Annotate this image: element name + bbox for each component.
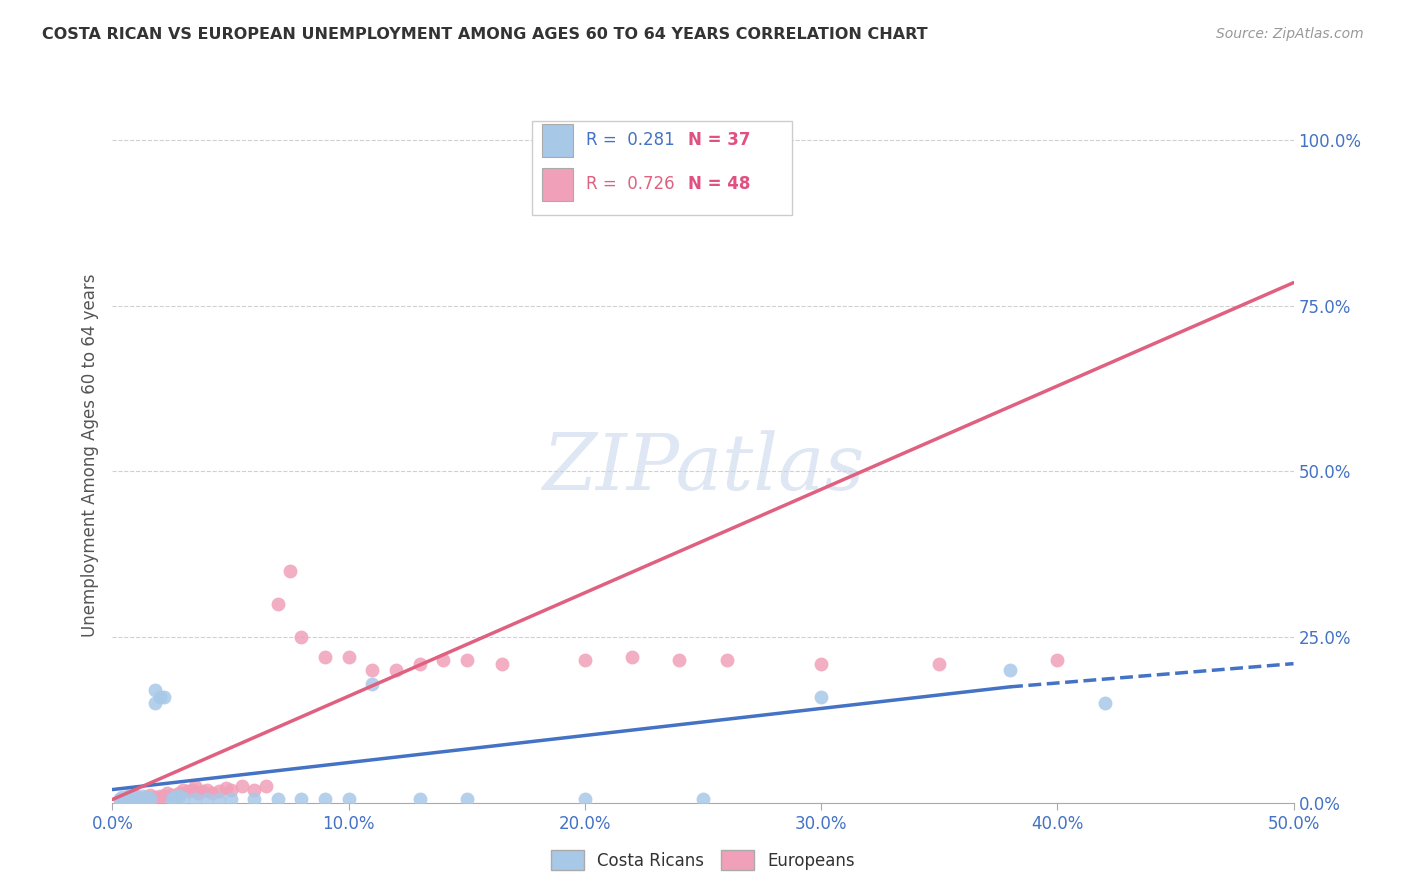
Point (186, 786, 208, 800)
Point (160, 788, 183, 802)
Point (135, 790, 157, 805)
Text: Source: ZipAtlas.com: Source: ZipAtlas.com (1216, 27, 1364, 41)
Point (108, 792, 131, 806)
Point (167, 789, 190, 804)
Point (172, 791, 194, 805)
Point (201, 786, 224, 800)
Point (1046, 653, 1069, 667)
Point (290, 792, 312, 806)
Point (125, 789, 148, 804)
Point (153, 789, 176, 804)
Point (115, 790, 138, 805)
Point (143, 683, 166, 698)
Point (219, 782, 242, 797)
Point (456, 653, 478, 667)
Point (139, 788, 162, 802)
Text: N = 48: N = 48 (688, 176, 749, 194)
Point (156, 786, 179, 800)
Point (184, 779, 207, 793)
Point (574, 792, 596, 806)
Point (219, 792, 242, 806)
Point (314, 650, 336, 665)
Point (231, 779, 253, 793)
Point (195, 792, 218, 806)
Point (181, 782, 204, 797)
Point (112, 794, 135, 808)
Point (149, 789, 172, 804)
Point (361, 676, 384, 690)
Point (125, 793, 148, 807)
Point (108, 792, 131, 806)
Point (267, 597, 290, 611)
Point (337, 792, 360, 806)
Point (115, 792, 138, 806)
Point (290, 630, 312, 644)
Point (810, 690, 832, 704)
Point (153, 690, 176, 704)
Point (160, 792, 183, 806)
Point (139, 791, 162, 805)
Point (408, 792, 430, 806)
Y-axis label: Unemployment Among Ages 60 to 64 years: Unemployment Among Ages 60 to 64 years (80, 273, 98, 637)
Point (998, 663, 1021, 677)
Point (120, 792, 142, 806)
Point (136, 792, 159, 806)
Point (167, 786, 190, 800)
Point (132, 789, 155, 804)
Point (278, 564, 301, 578)
Point (136, 792, 159, 806)
Point (143, 697, 166, 711)
Point (692, 792, 714, 806)
Text: N = 37: N = 37 (688, 131, 751, 149)
Point (112, 793, 135, 807)
Point (928, 657, 950, 671)
Point (149, 690, 172, 704)
Point (314, 792, 336, 806)
Point (172, 782, 194, 797)
Point (456, 792, 478, 806)
Point (120, 792, 142, 806)
Point (125, 790, 148, 805)
Point (621, 650, 644, 665)
Point (195, 782, 218, 797)
Point (243, 792, 266, 806)
Point (111, 790, 134, 805)
Point (432, 653, 454, 667)
Point (129, 792, 152, 806)
Text: R =  0.726: R = 0.726 (586, 176, 675, 194)
Point (177, 784, 200, 798)
Point (129, 792, 152, 806)
Point (208, 784, 231, 798)
Point (716, 653, 738, 667)
Point (215, 781, 238, 796)
Point (254, 779, 277, 793)
Point (243, 782, 266, 797)
Point (1094, 697, 1116, 711)
Point (191, 784, 214, 798)
Point (385, 663, 408, 677)
Point (184, 792, 207, 806)
Point (810, 657, 832, 671)
Point (267, 792, 290, 806)
Point (337, 650, 360, 665)
Point (143, 790, 166, 805)
Point (118, 788, 141, 802)
Point (163, 790, 186, 805)
Legend: Costa Ricans, Europeans: Costa Ricans, Europeans (543, 842, 863, 878)
Point (491, 657, 513, 671)
Point (208, 792, 231, 806)
Point (361, 663, 384, 677)
Text: ZIPatlas: ZIPatlas (541, 431, 865, 507)
Text: R =  0.281: R = 0.281 (586, 131, 675, 149)
Text: COSTA RICAN VS EUROPEAN UNEMPLOYMENT AMONG AGES 60 TO 64 YEARS CORRELATION CHART: COSTA RICAN VS EUROPEAN UNEMPLOYMENT AMO… (42, 27, 928, 42)
Point (668, 653, 690, 667)
Point (408, 657, 430, 671)
Point (574, 653, 596, 667)
